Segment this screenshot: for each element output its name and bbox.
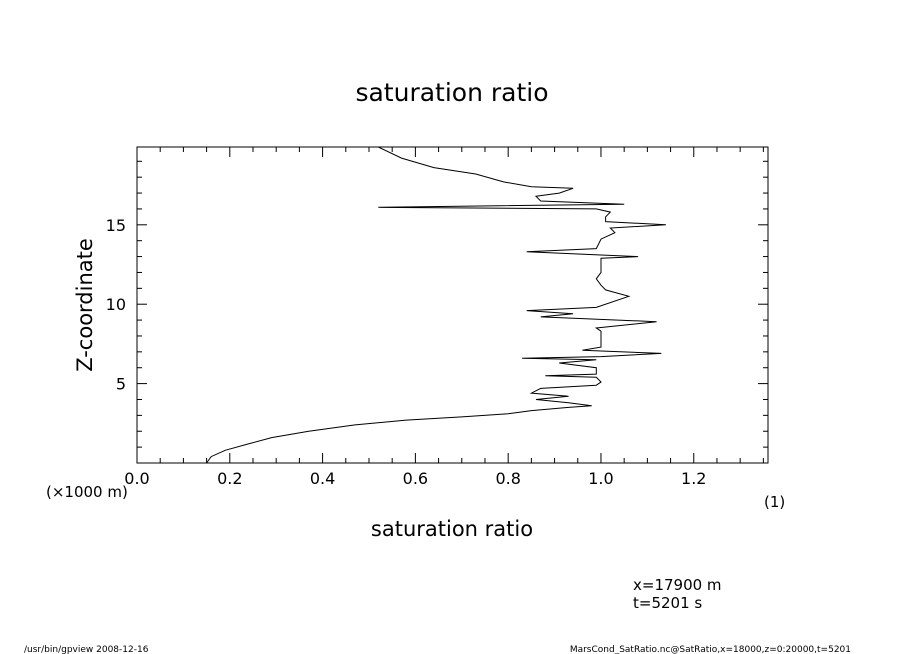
y-tick-label: 10 [106,295,126,314]
coord-x-annotation: x=17900 m [633,576,722,594]
x-tick-label: 0.6 [403,469,428,488]
x-axis-tick-labels: 0.0 0.2 0.4 0.6 0.8 1.0 1.2 [124,469,706,488]
footer-right: MarsCond_SatRatio.nc@SatRatio,x=18000,z=… [570,645,851,654]
y-tick-label: 15 [106,216,126,235]
y-axis-label: Z-coordinate [73,238,97,372]
plot-frame [136,146,769,464]
x-axis-label: saturation ratio [371,517,533,541]
y-axis-tick-labels: 5 10 15 [106,216,126,394]
x-tick-label: 1.0 [588,469,613,488]
x-tick-label: 1.2 [681,469,706,488]
x-tick-label: 0.8 [495,469,520,488]
y-unit-label: (×1000 m) [46,483,128,501]
x-tick-label: 0.4 [310,469,335,488]
y-axis-ticks [137,160,768,448]
footer-left: /usr/bin/gpview 2008-12-16 [24,645,149,654]
x-tick-label: 0.0 [124,469,149,488]
coord-t-annotation: t=5201 s [633,594,702,612]
x-axis-ticks [136,147,764,463]
x-unit-label: (1) [764,493,785,511]
y-tick-label: 5 [116,375,126,394]
chart-title: saturation ratio [355,78,548,107]
series-line [206,146,666,464]
x-tick-label: 0.2 [217,469,242,488]
